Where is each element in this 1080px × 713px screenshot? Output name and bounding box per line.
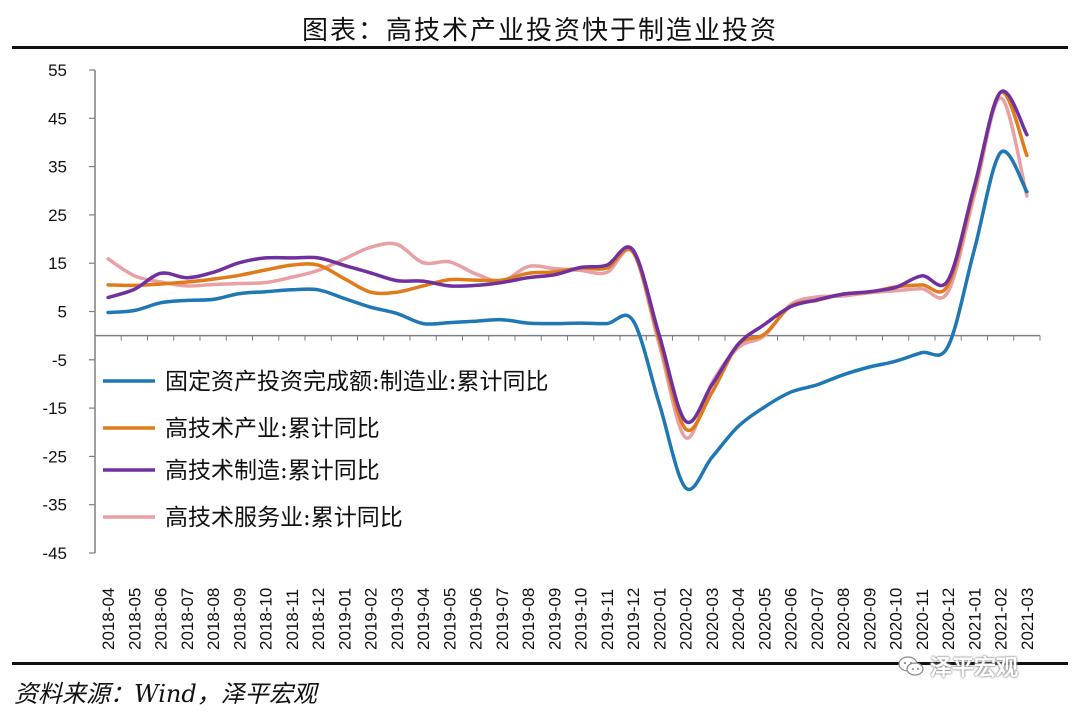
x-tick-label: 2018-06 (152, 588, 171, 650)
x-tick-label: 2019-05 (440, 588, 459, 650)
x-tick-label: 2018-09 (230, 588, 249, 650)
x-tick-label: 2021-02 (992, 588, 1011, 650)
wechat-icon (898, 656, 924, 676)
x-tick-label: 2020-12 (939, 588, 958, 650)
x-tick-label: 2019-09 (545, 588, 564, 650)
legend-label-1: 高技术产业:累计同比 (165, 416, 380, 442)
x-tick-label: 2019-06 (467, 588, 486, 650)
footer-rule (12, 662, 1068, 665)
title-rule (12, 46, 1068, 49)
y-tick-label: -5 (52, 351, 67, 370)
x-tick-label: 2020-05 (755, 588, 774, 650)
y-tick-label: 15 (48, 254, 67, 273)
x-tick-label: 2020-02 (677, 588, 696, 650)
legend-label-3: 高技术服务业:累计同比 (165, 505, 403, 531)
legend: 固定资产投资完成额:制造业:累计同比高技术产业:累计同比高技术制造:累计同比高技… (103, 369, 549, 531)
x-tick-label: 2020-07 (808, 588, 827, 650)
source-note: 资料来源：Wind，泽平宏观 (14, 680, 317, 708)
x-tick-label: 2018-12 (309, 588, 328, 650)
x-tick-label: 2019-08 (519, 588, 538, 650)
legend-label-0: 固定资产投资完成额:制造业:累计同比 (165, 369, 549, 395)
x-tick-label: 2019-02 (362, 588, 381, 650)
x-tick-label: 2018-11 (283, 589, 302, 650)
x-tick-label: 2020-09 (860, 588, 879, 650)
x-tick-label: 2019-11 (598, 589, 617, 650)
x-tick-label: 2020-08 (834, 588, 853, 650)
x-tick-label: 2020-04 (729, 588, 748, 650)
x-tick-label: 2020-06 (782, 588, 801, 650)
y-tick-label: -25 (42, 447, 67, 466)
chart-title: 图表：高技术产业投资快于制造业投资 (301, 16, 778, 46)
x-tick-label: 2019-01 (335, 588, 354, 650)
x-tick-label: 2018-05 (125, 588, 144, 650)
series-line-0 (106, 149, 1029, 492)
series-line-3 (106, 96, 1029, 440)
x-tick-label: 2021-01 (965, 588, 984, 650)
x-tick-label: 2018-08 (204, 588, 223, 650)
y-tick-label: 35 (48, 158, 67, 177)
legend-label-2: 高技术制造:累计同比 (165, 458, 380, 484)
series-layer (106, 89, 1029, 492)
x-tick-label: 2019-07 (493, 588, 512, 650)
x-tick-label: 2019-12 (624, 588, 643, 650)
y-tick-label: -15 (42, 399, 67, 418)
watermark-text: 泽平宏观 (930, 656, 1019, 681)
watermark: 泽平宏观 (898, 650, 1018, 682)
x-tick-label: 2019-10 (572, 588, 591, 650)
x-tick-label: 2020-01 (650, 588, 669, 650)
x-tick-label: 2019-04 (414, 588, 433, 650)
x-tick-label: 2018-10 (257, 588, 276, 650)
y-tick-label: 45 (48, 109, 67, 128)
x-tick-label: 2020-11 (913, 589, 932, 650)
y-tick-label: 25 (48, 206, 67, 225)
x-tick-label: 2018-04 (99, 588, 118, 650)
y-tick-label: 5 (58, 303, 67, 322)
series-line-2 (106, 89, 1029, 425)
y-tick-label: -35 (42, 496, 67, 515)
x-tick-label: 2019-03 (388, 588, 407, 650)
x-tick-label: 2021-03 (1018, 588, 1037, 650)
x-tick-label: 2020-03 (703, 588, 722, 650)
axes: 55 45 35 25 15 5 -5 -15 -25 -35 -45 2018-04 2018-05 2… (42, 61, 1041, 650)
x-tick-label: 2020-10 (887, 588, 906, 650)
y-tick-label: 55 (48, 61, 67, 80)
x-tick-label: 2018-07 (178, 588, 197, 650)
y-tick-label: -45 (42, 544, 67, 563)
